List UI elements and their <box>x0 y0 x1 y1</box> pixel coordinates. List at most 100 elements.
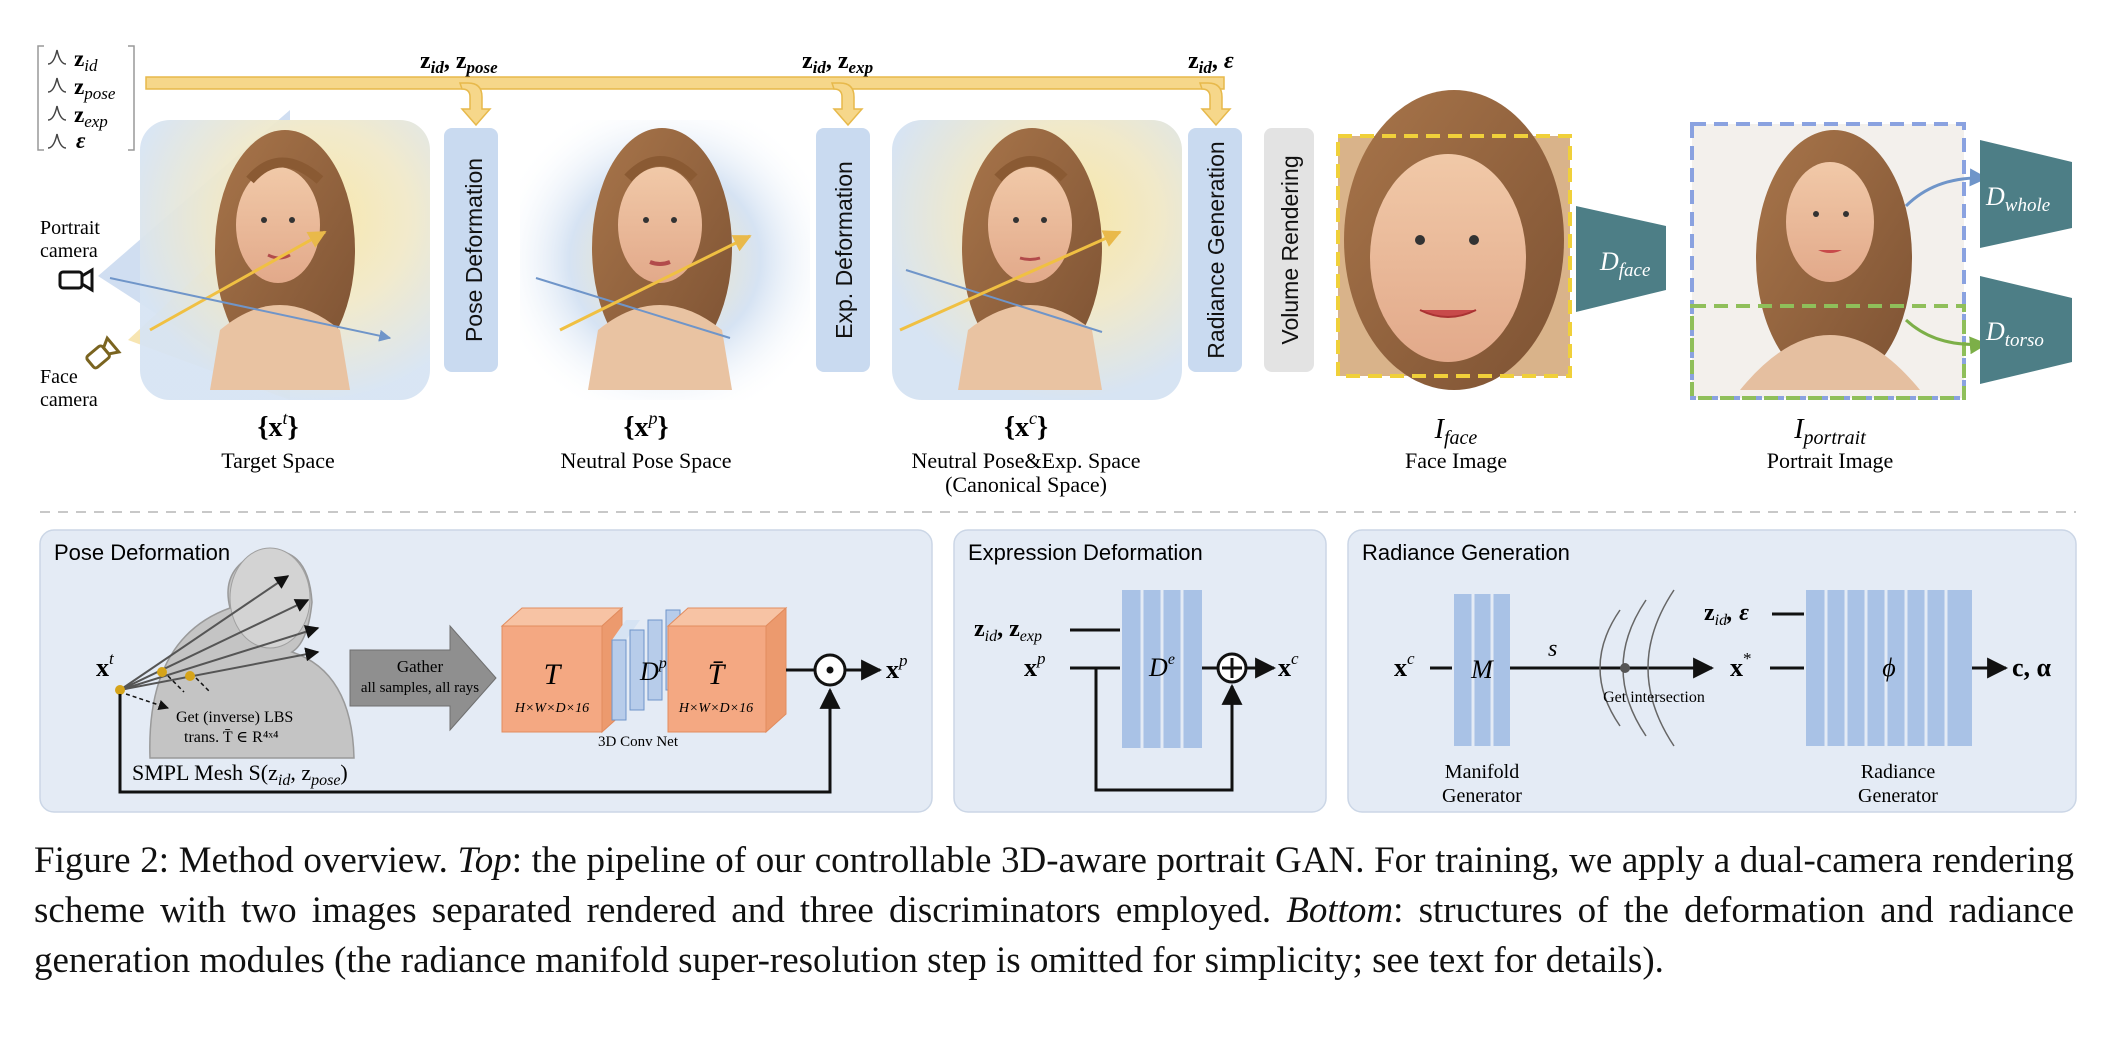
svg-text:Iface: Iface <box>1434 414 1478 449</box>
t-block: T H×W×D×16 <box>500 606 624 734</box>
svg-text:Neutral Pose&Exp. Space: Neutral Pose&Exp. Space <box>911 448 1140 473</box>
svg-text:3D Conv Net: 3D Conv Net <box>598 734 679 750</box>
caption-label: Figure 2: Method overview. <box>34 840 458 881</box>
latent-epsilon: ε <box>76 128 86 153</box>
svg-text:M: M <box>1470 655 1494 684</box>
exp-panel-title: Expression Deformation <box>968 540 1203 565</box>
caption-top: Top <box>457 840 512 881</box>
radiance-generation-module: Radiance Generation <box>1188 128 1242 372</box>
svg-text:T̄: T̄ <box>708 658 727 691</box>
latent-codes-box: zid zpose zexp ε <box>37 45 135 153</box>
svg-text:H×W×D×16: H×W×D×16 <box>678 701 753 716</box>
discriminator-torso: Dtorso <box>1980 276 2072 384</box>
distribution-icon <box>47 49 67 149</box>
svg-text:Generator: Generator <box>1858 785 1938 807</box>
portrait-image-output <box>1690 122 1988 400</box>
exp-input-xp: xp <box>1024 649 1046 682</box>
rad-input-xc: xc <box>1394 649 1415 682</box>
gather-arrow: Gather all samples, all rays <box>349 624 497 732</box>
smpl-mesh-label: SMPL Mesh S(zid, zpose) <box>132 760 348 789</box>
svg-text:Face Image: Face Image <box>1405 448 1507 473</box>
rad-panel-title: Radiance Generation <box>1362 540 1570 565</box>
intersect-label: Get intersection <box>1603 689 1705 706</box>
figure-caption: Figure 2: Method overview. Top: the pipe… <box>34 836 2074 986</box>
face-camera: Face camera <box>40 335 122 411</box>
radiance-generation-label: Radiance Generation <box>1203 141 1229 358</box>
rad-mid-xstar: x* <box>1730 649 1752 682</box>
svg-text:Dtorso: Dtorso <box>1985 317 2044 351</box>
portrait-figure <box>210 130 355 390</box>
portrait-camera-label: Portrait <box>40 217 100 239</box>
pose-panel-title: Pose Deformation <box>54 540 230 565</box>
volume-rendering-label: Volume Rendering <box>1277 155 1303 344</box>
discriminator-face: Dface <box>1576 206 1666 312</box>
svg-text:Manifold: Manifold <box>1445 761 1519 783</box>
input-label-exp: zid, zexp <box>802 48 873 77</box>
output-label-face: Iface Face Image <box>1405 414 1507 473</box>
svg-text:T: T <box>544 658 563 691</box>
space-label-target: {xt} Target Space <box>221 408 335 473</box>
sample-point <box>157 667 167 677</box>
face-camera-label-2: camera <box>40 389 98 411</box>
face-image-output <box>1336 90 1572 390</box>
svg-text:{xt}: {xt} <box>257 408 298 443</box>
radiance-generator: ϕ Radiance Generator <box>1806 590 1972 807</box>
svg-text:Neutral Pose Space: Neutral Pose Space <box>560 448 731 473</box>
neutral-pose-image <box>520 120 810 400</box>
space-label-neutral-pose: {xp} Neutral Pose Space <box>560 408 731 473</box>
latent-zexp: zexp <box>74 102 108 131</box>
camera-icon <box>85 335 122 370</box>
pose-input-xt: xt <box>96 649 115 682</box>
caption-bottom: Bottom <box>1286 890 1394 931</box>
exp-deformation-module: Exp. Deformation <box>816 128 870 372</box>
exp-input-z: zid, zexp <box>974 616 1042 645</box>
latent-bus-arrow <box>145 76 1232 127</box>
space-label-canonical: {xc} Neutral Pose&Exp. Space (Canonical … <box>911 408 1140 497</box>
face-camera-label: Face <box>40 366 78 388</box>
intersection-point <box>1620 663 1630 673</box>
svg-text:Dwhole: Dwhole <box>1985 182 2050 216</box>
lbs-label-2: trans. T̄ ∈ R⁴ˣ⁴ <box>184 729 279 746</box>
target-space-image <box>109 120 430 400</box>
svg-text:Gather: Gather <box>397 657 444 676</box>
svg-text:(Canonical Space): (Canonical Space) <box>945 472 1107 497</box>
pose-deformation-module: Pose Deformation <box>444 128 498 372</box>
volume-rendering-module: Volume Rendering <box>1264 128 1314 372</box>
sample-point <box>185 671 195 681</box>
svg-text:Dp: Dp <box>639 655 667 686</box>
portrait-camera-label-2: camera <box>40 240 98 262</box>
latent-zpose: zpose <box>74 74 116 103</box>
sample-point <box>115 685 125 695</box>
camera-icon <box>58 267 94 293</box>
svg-text:H×W×D×16: H×W×D×16 <box>514 701 589 716</box>
svg-text:Dface: Dface <box>1599 247 1650 281</box>
tbar-block: T̄ H×W×D×16 <box>666 606 788 734</box>
radiance-generation-panel: Radiance Generation xc M Manifold Genera… <box>1347 529 2077 813</box>
scalar-s: s <box>1548 636 1557 662</box>
svg-text:all samples, all rays: all samples, all rays <box>361 680 479 696</box>
svg-text:ϕ: ϕ <box>1882 653 1895 682</box>
mlp-de: De <box>1122 590 1202 748</box>
discriminator-whole: Dwhole <box>1980 140 2072 248</box>
svg-text:Portrait Image: Portrait Image <box>1767 448 1893 473</box>
caption-text-2: : structures of the deformation and radi… <box>34 890 2074 981</box>
pose-deformation-label: Pose Deformation <box>461 158 487 342</box>
exp-deformation-label: Exp. Deformation <box>831 161 857 339</box>
latent-zid: zid <box>74 46 98 75</box>
expression-deformation-panel: Expression Deformation zid, zexp xp De x… <box>953 529 1327 813</box>
pose-deformation-panel: Pose Deformation xt Get (inverse) LBS tr… <box>39 529 933 813</box>
rad-cond-z: zid, ε <box>1704 600 1749 629</box>
input-label-pose: zid, zpose <box>420 48 498 77</box>
caption-text-1: : the pipeline of our controllable 3D-aw… <box>34 840 2074 931</box>
output-label-portrait: Iportrait Portrait Image <box>1767 414 1893 473</box>
manifold-generator: M Manifold Generator <box>1442 594 1522 807</box>
input-label-radiance: zid, ε <box>1188 48 1234 77</box>
lbs-label: Get (inverse) LBS <box>176 709 293 726</box>
svg-text:De: De <box>1148 651 1175 682</box>
pose-output-xp: xp <box>886 651 908 684</box>
svg-text:{xc}: {xc} <box>1004 408 1048 443</box>
svg-text:{xp}: {xp} <box>623 408 668 443</box>
svg-text:Iportrait: Iportrait <box>1793 414 1866 449</box>
svg-text:Target Space: Target Space <box>221 448 335 473</box>
